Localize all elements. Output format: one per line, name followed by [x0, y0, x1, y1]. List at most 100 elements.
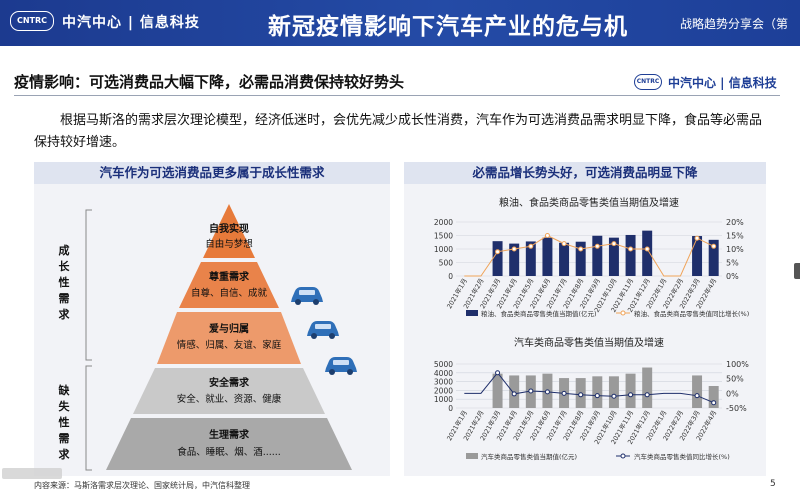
line-point	[528, 388, 534, 394]
bar	[509, 243, 520, 276]
retail-charts-panel: 必需品增长势头好，可选消费品明显下降 粮油、食品类商品零售类值当期值及增速 0 50…	[404, 162, 766, 476]
y-left-tick: 500	[439, 259, 454, 268]
bar	[692, 375, 703, 408]
page-number: 5	[770, 479, 776, 489]
level-self-actualization	[203, 204, 255, 258]
bar	[592, 235, 603, 276]
line-point	[611, 393, 617, 399]
bar	[608, 376, 619, 408]
y-right-tick: 0%	[726, 272, 739, 281]
line-point	[594, 243, 600, 249]
y-left-tick: 0	[448, 272, 453, 281]
level-self-title: 自我实现	[209, 222, 249, 235]
level-love-title: 爱与归属	[209, 322, 249, 335]
line-point	[628, 392, 634, 398]
chart-title: 粮油、食品类商品零售类值当期值及增速	[499, 196, 679, 209]
y-right-tick: 20%	[726, 218, 744, 227]
bracket-char: 性	[59, 415, 70, 429]
line-point	[644, 392, 650, 398]
section-brand: 中汽中心 | 信息科技	[668, 76, 777, 90]
line-point	[694, 393, 700, 399]
slide-title: 新冠疫情影响下汽车产业的危与机	[268, 14, 628, 40]
bar	[492, 373, 503, 408]
bar	[608, 237, 619, 276]
bracket-char: 性	[59, 275, 70, 289]
y-left-tick: 3000	[434, 378, 453, 387]
legend-swatch	[466, 453, 478, 459]
y-right-tick: 5%	[726, 259, 739, 268]
intro-paragraph: 根据马斯洛的需求层次理论模型，经济低迷时，会优先减少成长性消费，汽车作为可选消费…	[34, 113, 763, 150]
y-right-tick: 50%	[726, 375, 744, 384]
bar	[542, 237, 553, 276]
line-point	[578, 246, 584, 252]
level-esteem-desc: 自尊、自信、成就	[191, 287, 268, 299]
bar	[708, 239, 719, 276]
level-esteem-title: 尊重需求	[209, 270, 250, 283]
y-right-tick: 10%	[726, 245, 744, 254]
y-left-tick: 1500	[434, 232, 453, 241]
y-left-tick: 4000	[434, 369, 453, 378]
bar	[492, 241, 503, 276]
y-left-tick: 0	[448, 404, 453, 413]
bracket-char: 成	[59, 243, 70, 257]
level-love-desc: 情感、归属、友谊、家庭	[177, 339, 282, 351]
section-heading: 疫情影响：可选消费品大幅下降，必需品消费保持较好势头	[14, 73, 405, 91]
maslow-panel-title: 汽车作为可选消费品更多属于成长性需求	[34, 162, 390, 184]
heading-divider	[14, 95, 780, 96]
bracket-char: 需	[59, 292, 70, 305]
line-point	[644, 246, 650, 252]
line-point	[561, 390, 567, 396]
line-point	[561, 241, 567, 247]
bar	[559, 242, 570, 276]
level-safety-desc: 安全、就业、资源、健康	[177, 393, 282, 405]
y-left-tick: 1000	[434, 395, 453, 404]
bar	[692, 236, 703, 276]
line-point	[711, 243, 717, 249]
growth-bracket-label: 成长性需求	[59, 243, 71, 321]
bracket-char: 长	[59, 259, 71, 273]
video-watermark	[2, 468, 62, 479]
line-point	[528, 243, 534, 249]
bar	[625, 373, 636, 408]
legend-label: 粮油、食品类商品零售类值同比增长(%)	[634, 309, 749, 318]
line-point	[694, 235, 700, 241]
maslow-panel: 汽车作为可选消费品更多属于成长性需求 成长性需求 缺失性需求 自我实现 自由与梦…	[34, 162, 390, 476]
line-point	[544, 233, 550, 238]
legend-swatch	[466, 310, 478, 316]
y-left-tick: 1000	[434, 245, 453, 254]
car-icon	[307, 321, 339, 339]
bar	[592, 376, 603, 408]
bar	[642, 230, 653, 276]
line-point	[511, 391, 517, 397]
retail-panel-title: 必需品增长势头好，可选消费品明显下降	[404, 162, 766, 184]
series-line	[464, 371, 714, 404]
line-point	[511, 246, 517, 252]
car-icon	[291, 287, 323, 305]
chart-title: 汽车类商品零售类值当期值及增速	[514, 336, 664, 349]
basic-bracket	[85, 365, 92, 471]
bracket-char: 需	[59, 432, 70, 445]
bar	[642, 367, 653, 408]
line-point	[711, 400, 717, 406]
bracket-char: 失	[59, 399, 71, 413]
level-love-belonging	[157, 312, 301, 364]
level-safety	[133, 368, 325, 414]
bar	[525, 241, 536, 276]
car-icon	[325, 357, 357, 375]
line-point	[544, 389, 550, 395]
section-logo: CNTRC	[634, 74, 662, 90]
line-point	[628, 246, 634, 252]
y-right-tick: 0%	[726, 389, 739, 398]
level-esteem	[179, 262, 279, 308]
legend-label: 汽车类商品零售类值同比增长(%)	[634, 452, 730, 461]
header-brand: 中汽中心 | 信息科技	[62, 15, 200, 31]
bracket-char: 求	[59, 447, 71, 461]
line-point	[495, 249, 501, 255]
y-left-tick: 2000	[434, 386, 453, 395]
level-safety-title: 安全需求	[209, 376, 250, 389]
side-scroll-handle[interactable]	[794, 263, 800, 279]
slide-subtitle: 战略趋势分享会（第	[680, 17, 789, 31]
legend-marker	[620, 310, 626, 316]
